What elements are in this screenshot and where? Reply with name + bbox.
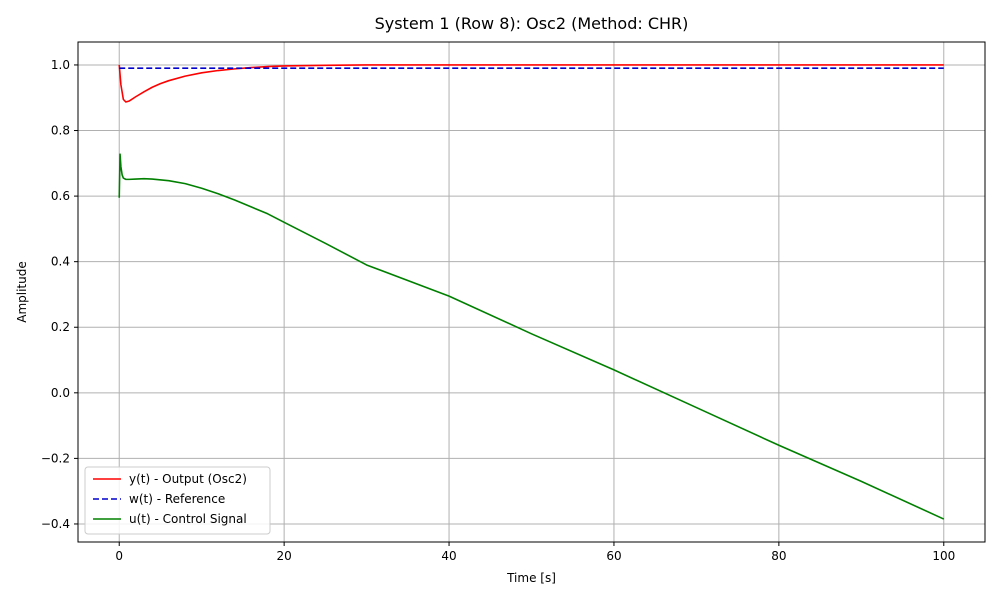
plot-frame (77, 41, 986, 543)
y-axis-label: Amplitude (15, 261, 29, 323)
x-axis-label: Time [s] (506, 571, 556, 585)
series-line-control (118, 153, 945, 520)
y-tick-label: 0.8 (51, 124, 70, 138)
legend-entry-label: w(t) - Reference (129, 492, 225, 506)
y-tick-label: 0.2 (51, 320, 70, 334)
x-tick-label: 20 (276, 549, 291, 563)
y-tick-label: −0.2 (41, 451, 70, 465)
ticks: 0 20 40 60 80 100 −0.4 −0.2 0.0 0.2 0.4 0.6 0.8 1.0 (41, 58, 955, 563)
x-tick-label: 80 (771, 549, 786, 563)
y-tick-label: −0.4 (41, 517, 70, 531)
x-tick-label: 40 (441, 549, 456, 563)
legend-box (84, 466, 271, 535)
x-tick-label: 0 (115, 549, 123, 563)
y-tick-label: 0.4 (51, 255, 70, 269)
y-tick-label: 0.0 (51, 386, 70, 400)
series-layer (118, 64, 945, 520)
x-tick-label: 100 (932, 549, 955, 563)
y-tick-label: 0.6 (51, 189, 70, 203)
y-tick-label: 1.0 (51, 58, 70, 72)
legend-entry-label: u(t) - Control Signal (129, 512, 247, 526)
series-line-output (118, 64, 944, 103)
chart-title: System 1 (Row 8): Osc2 (Method: CHR) (375, 14, 689, 33)
x-tick-label: 60 (606, 549, 621, 563)
legend: y(t) - Output (Osc2) w(t) - Reference u(t)… (84, 466, 271, 535)
legend-entry-label: y(t) - Output (Osc2) (129, 472, 247, 486)
